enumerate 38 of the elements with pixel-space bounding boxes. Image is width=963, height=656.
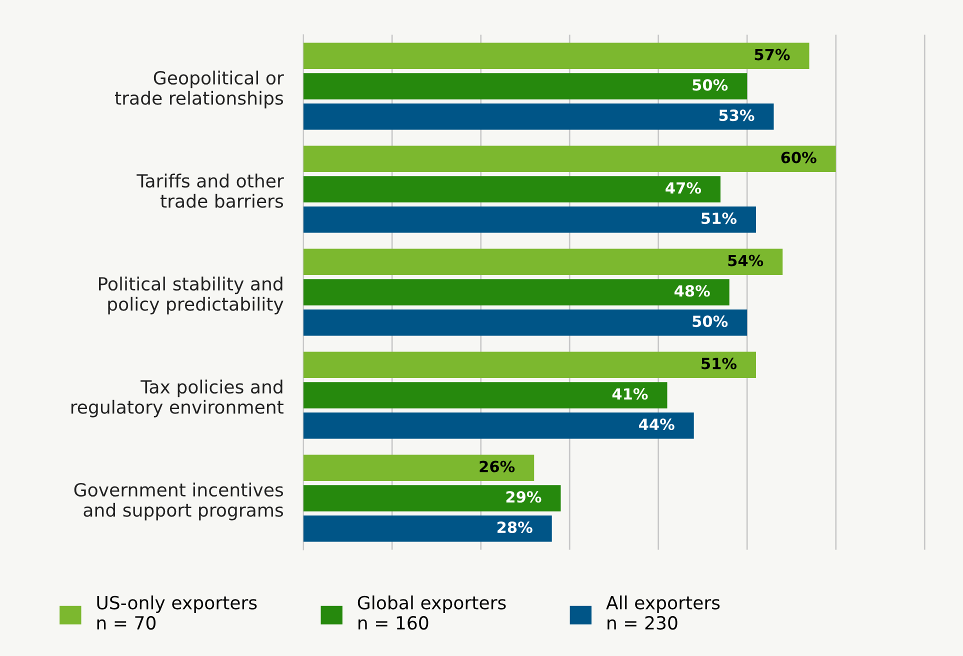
data-label: 50%	[692, 316, 728, 328]
data-label: 54%	[728, 254, 764, 266]
data-label: 44%	[639, 418, 674, 430]
data-label: 51%	[702, 212, 737, 224]
bar	[303, 485, 561, 512]
data-label: 57%	[754, 48, 790, 60]
legend-label: All exporters n = 230	[606, 595, 720, 630]
bar	[303, 412, 694, 439]
bar	[303, 248, 783, 275]
data-label: 60%	[781, 152, 816, 164]
data-label: 50%	[692, 79, 728, 91]
y-tick-label: Tax policies and regulatory environment	[71, 380, 284, 418]
bar	[303, 146, 836, 172]
bar	[303, 206, 756, 233]
legend-label: US-only exporters n = 70	[97, 595, 257, 630]
data-label: 48%	[674, 285, 710, 297]
bar	[303, 310, 748, 336]
bar	[303, 279, 730, 306]
bar	[303, 382, 668, 408]
bar	[303, 42, 810, 70]
bar	[303, 104, 774, 130]
y-tick-label: Political stability and policy predictability	[98, 276, 284, 314]
y-tick-label: Government incentives and support programs	[74, 482, 284, 520]
y-tick-label: Geopolitical or trade relationships	[114, 70, 284, 108]
bar	[303, 176, 720, 202]
data-label: 28%	[498, 521, 532, 534]
data-label: 26%	[480, 460, 515, 472]
data-label: 29%	[506, 491, 542, 503]
bar	[303, 454, 534, 481]
data-label: 51%	[702, 358, 737, 370]
data-label: 47%	[666, 182, 702, 194]
bar	[303, 515, 552, 542]
data-label: 53%	[719, 110, 754, 122]
y-tick-label: Tariffs and other trade barriers	[136, 174, 284, 208]
legend-label: Global exporters n = 160	[358, 595, 506, 630]
bar	[303, 73, 748, 100]
data-label: 41%	[612, 388, 648, 400]
bar	[303, 352, 756, 378]
